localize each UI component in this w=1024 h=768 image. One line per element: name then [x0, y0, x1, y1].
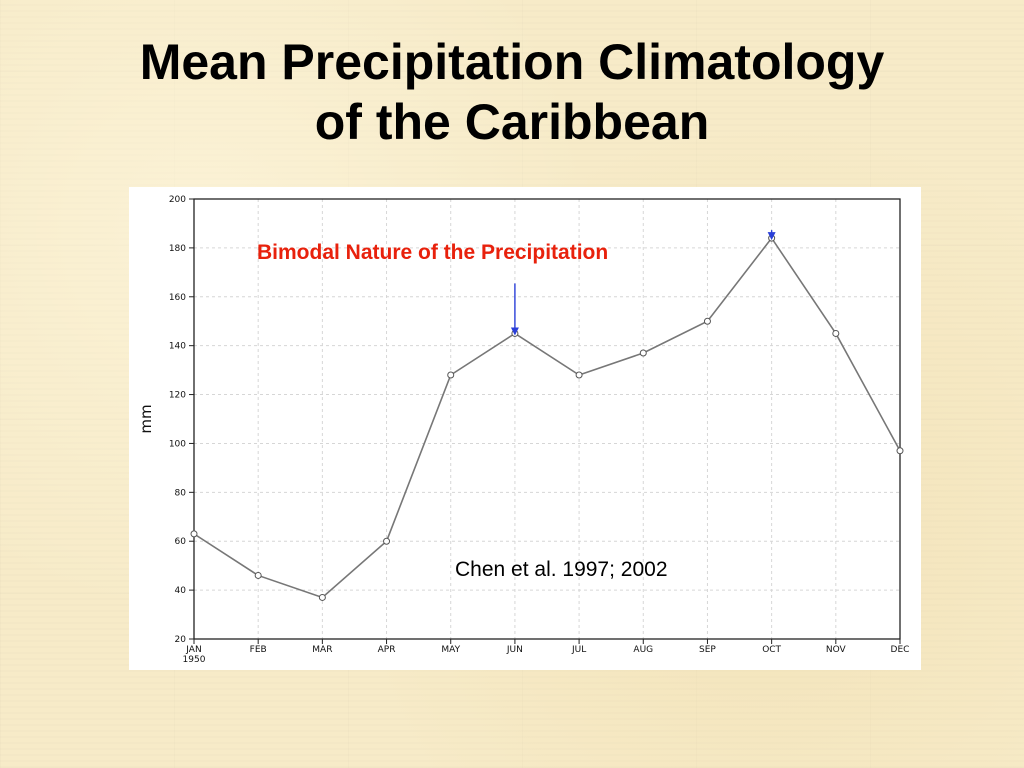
- x-tick-label: OCT: [762, 645, 781, 655]
- y-axis-label: mm: [137, 404, 155, 433]
- x-tick-label: NOV: [826, 645, 847, 655]
- data-point: [896, 447, 904, 455]
- data-point-layer: [190, 234, 904, 601]
- y-tick-label: 120: [169, 391, 186, 401]
- y-tick-label: 80: [175, 488, 187, 498]
- grid-layer: [194, 199, 900, 639]
- x-tick-label: JUN: [506, 645, 523, 655]
- y-tick-label: 200: [169, 195, 186, 205]
- x-tick-label: MAR: [312, 645, 332, 655]
- slide-title: Mean Precipitation Climatology of the Ca…: [0, 32, 1024, 152]
- x-tick-label: AUG: [633, 645, 653, 655]
- chart-panel: 20 40 60 80 100 120 140 160 180 200 JAN FEB MAR APR M…: [129, 187, 921, 670]
- series-line-layer: [193, 236, 901, 599]
- plot-frame: [193, 198, 901, 640]
- x-tick-label: SEP: [699, 645, 716, 655]
- data-point: [447, 371, 455, 379]
- slide-title-line-1: Mean Precipitation Climatology: [139, 34, 885, 90]
- y-tick-label: 180: [169, 244, 186, 254]
- peak-arrow-head: [767, 232, 776, 241]
- x-tick-label: JUL: [571, 645, 586, 655]
- peak-arrow-head: [510, 327, 519, 336]
- data-point: [383, 537, 391, 545]
- x-tick-label: JAN: [185, 645, 201, 655]
- y-tick-label: 100: [169, 439, 186, 449]
- data-point: [254, 571, 262, 579]
- x-axis-ticks: JAN FEB MAR APR MAY JUN JUL AUG SEP OCT NOV DEC 1950: [183, 639, 910, 665]
- slide-title-line-2: of the Caribbean: [314, 94, 710, 150]
- citation-annotation: Chen et al. 1997; 2002: [455, 558, 668, 581]
- y-tick-label: 160: [169, 293, 186, 303]
- data-point: [575, 371, 583, 379]
- data-point: [190, 530, 198, 538]
- y-tick-label: 20: [175, 635, 187, 645]
- x-tick-label: DEC: [891, 645, 910, 655]
- data-point: [703, 317, 711, 325]
- data-point: [832, 329, 840, 337]
- bimodal-annotation: Bimodal Nature of the Precipitation: [257, 241, 608, 264]
- series-line: [193, 236, 901, 599]
- x-tick-label: MAY: [441, 645, 460, 655]
- x-tick-label: FEB: [250, 645, 267, 655]
- data-point: [639, 349, 647, 357]
- precipitation-chart: 20 40 60 80 100 120 140 160 180 200 JAN FEB MAR APR M…: [137, 195, 910, 665]
- y-axis-ticks: 20 40 60 80 100 120 140 160 180 200: [169, 195, 194, 645]
- x-tick-sublabel: 1950: [183, 655, 206, 665]
- peak-arrow-layer: [510, 230, 776, 336]
- data-point: [318, 593, 326, 601]
- y-tick-label: 60: [175, 537, 187, 547]
- y-tick-label: 140: [169, 342, 186, 352]
- x-tick-label: APR: [378, 645, 396, 655]
- y-tick-label: 40: [175, 586, 187, 596]
